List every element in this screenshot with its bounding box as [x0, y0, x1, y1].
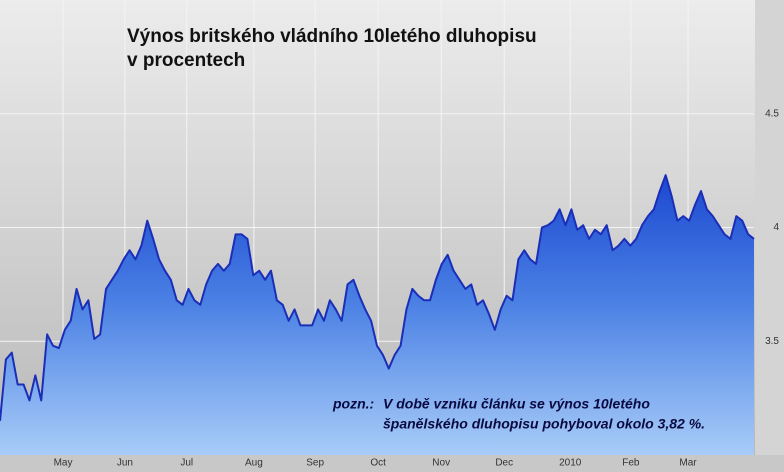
annotation-text: V době vzniku článku se výnos 10letého — [383, 396, 650, 412]
y-tick-label: 3.5 — [765, 336, 779, 347]
x-tick-label: Oct — [370, 458, 386, 469]
x-tick-label: Sep — [306, 458, 324, 469]
right-axis-panel — [755, 0, 784, 472]
annotation-text: španělského dluhopisu pohyboval okolo 3,… — [383, 416, 705, 432]
bottom-axis-panel — [0, 455, 784, 472]
x-tick-label: Jul — [180, 458, 193, 469]
x-tick-label: Mar — [679, 458, 697, 469]
x-tick-label: Jun — [117, 458, 133, 469]
x-tick-label: May — [54, 458, 73, 469]
x-tick-label: Dec — [495, 458, 513, 469]
chart-title: Výnos britského vládního 10letého dluhop… — [127, 26, 537, 47]
x-tick-label: Nov — [432, 458, 450, 469]
y-tick-label: 4.5 — [765, 108, 779, 119]
x-tick-label: Feb — [622, 458, 640, 469]
line — [0, 174, 755, 421]
annotation-label: pozn.: — [332, 396, 374, 412]
chart-title: v procentech — [127, 50, 245, 71]
area — [0, 175, 754, 456]
y-tick-label: 4 — [773, 222, 779, 233]
x-tick-label: Aug — [245, 458, 263, 469]
x-tick-label: 2010 — [559, 458, 582, 469]
